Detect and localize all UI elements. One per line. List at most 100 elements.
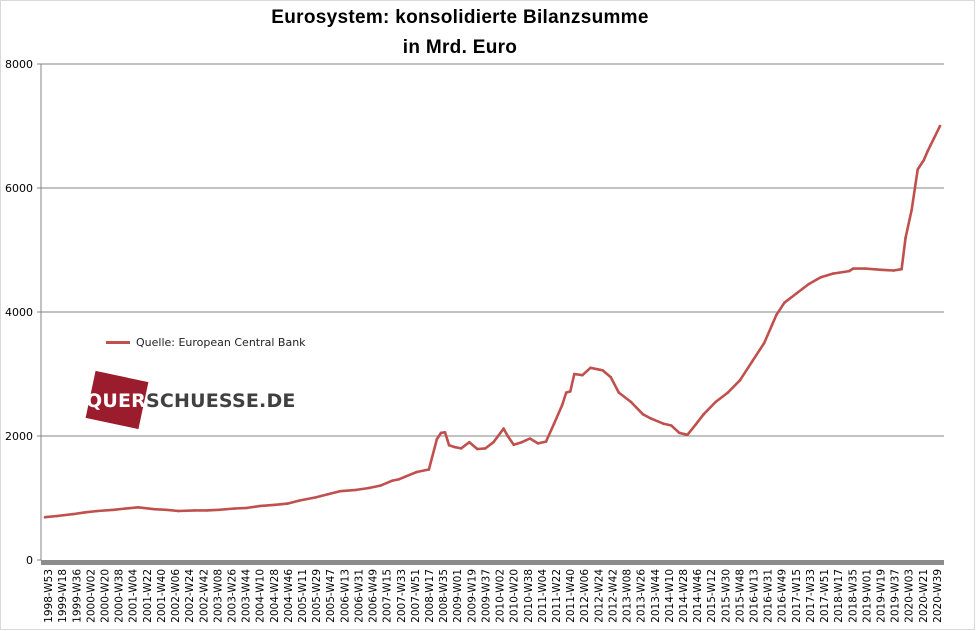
x-axis xyxy=(40,64,944,565)
data-point-27 xyxy=(397,478,400,481)
x-tick-label-18: 2005-W11 xyxy=(297,569,309,623)
x-tick-label-14: 2003-W44 xyxy=(241,569,253,623)
data-point-43 xyxy=(512,443,515,447)
x-tick-label-48: 2015-W30 xyxy=(720,569,732,623)
x-tick-label-32: 2010-W02 xyxy=(495,569,507,623)
x-tick-label-52: 2016-W49 xyxy=(777,569,789,623)
data-point-29 xyxy=(415,470,419,474)
x-tick-label-50: 2016-W13 xyxy=(749,569,761,623)
x-tick-label-54: 2017-W33 xyxy=(805,569,817,623)
x-tick-label-22: 2006-W31 xyxy=(353,569,365,623)
x-tick-label-8: 2001-W40 xyxy=(156,569,168,623)
data-point-7 xyxy=(136,506,140,509)
data-point-47 xyxy=(544,440,548,443)
x-tick-label-49: 2015-W48 xyxy=(734,569,746,623)
data-point-64 xyxy=(686,433,689,437)
y-tick-label-1: 2000 xyxy=(5,430,33,443)
x-tick-label-24: 2007-W15 xyxy=(382,569,394,623)
data-point-24 xyxy=(367,486,370,490)
data-point-52 xyxy=(573,372,576,376)
data-point-5 xyxy=(112,508,115,512)
data-point-37 xyxy=(468,440,471,444)
data-point-20 xyxy=(314,496,318,499)
data-point-61 xyxy=(661,422,665,425)
data-point-85 xyxy=(904,236,907,239)
x-tick-label-45: 2014-W28 xyxy=(678,569,690,623)
x-tick-label-57: 2018-W35 xyxy=(847,569,859,623)
y-tick-label-4: 8000 xyxy=(5,58,33,71)
data-point-6 xyxy=(124,507,128,510)
data-point-44 xyxy=(520,440,524,444)
data-point-25 xyxy=(379,484,382,487)
x-tick-label-61: 2020-W03 xyxy=(904,569,916,623)
x-tick-label-59: 2019-W19 xyxy=(876,569,888,623)
data-point-63 xyxy=(678,431,681,435)
data-point-11 xyxy=(193,509,196,512)
x-tick-label-9: 2002-W06 xyxy=(170,569,182,623)
data-point-69 xyxy=(738,378,742,382)
data-point-4 xyxy=(96,509,99,513)
x-axis-ticks: 1998-W53 1999-W18 1999-W36 2000-W02 2000-W20… xyxy=(43,569,944,623)
x-tick-label-12: 2003-W08 xyxy=(212,569,224,623)
data-point-36 xyxy=(459,447,463,450)
data-point-57 xyxy=(617,391,621,394)
data-point-19 xyxy=(298,499,301,502)
data-point-2 xyxy=(72,512,75,516)
data-point-88 xyxy=(922,158,926,162)
data-point-22 xyxy=(338,489,342,493)
x-tick-label-1: 1999-W18 xyxy=(57,569,69,623)
x-tick-label-16: 2004-W28 xyxy=(269,569,281,623)
data-point-13 xyxy=(217,508,221,512)
x-tick-label-47: 2015-W12 xyxy=(706,569,718,623)
y-tick-label-0: 0 xyxy=(26,554,33,567)
y-tick-label-2: 4000 xyxy=(5,306,33,319)
data-point-81 xyxy=(863,267,867,270)
data-point-8 xyxy=(152,507,156,511)
x-tick-label-43: 2013-W44 xyxy=(650,569,662,623)
data-point-31 xyxy=(435,437,439,441)
x-tick-label-53: 2017-W15 xyxy=(791,569,803,623)
data-point-50 xyxy=(564,391,568,394)
data-point-0 xyxy=(43,515,47,519)
x-tick-label-13: 2003-W26 xyxy=(226,569,238,623)
x-tick-label-36: 2011-W22 xyxy=(551,569,563,623)
data-point-78 xyxy=(831,272,835,275)
x-tick-label-33: 2010-W20 xyxy=(509,569,521,623)
data-point-3 xyxy=(84,511,87,514)
data-point-70 xyxy=(750,360,754,363)
x-tick-label-42: 2013-W26 xyxy=(636,569,648,623)
logo-text-a: QUER xyxy=(86,390,146,412)
legend-label: Quelle: European Central Bank xyxy=(136,336,306,349)
data-point-17 xyxy=(274,503,277,507)
data-point-45 xyxy=(528,437,532,440)
x-tick-label-55: 2017-W51 xyxy=(819,569,831,623)
x-tick-label-37: 2011-W40 xyxy=(565,569,577,623)
x-tick-label-44: 2014-W10 xyxy=(664,569,676,623)
x-tick-label-56: 2018-W17 xyxy=(833,569,845,623)
x-tick-label-5: 2000-W38 xyxy=(114,569,126,623)
x-tick-label-11: 2002-W42 xyxy=(198,569,210,623)
x-tick-label-15: 2004-W10 xyxy=(255,569,267,623)
series-line-bilanzsumme xyxy=(44,125,942,519)
logo-text: QUERSCHUESSE.DE xyxy=(86,390,296,412)
data-point-56 xyxy=(609,375,612,379)
data-point-80 xyxy=(851,267,855,270)
data-point-42 xyxy=(506,434,510,438)
data-point-83 xyxy=(892,269,895,272)
data-point-41 xyxy=(502,427,505,430)
data-point-39 xyxy=(484,447,487,450)
x-tick-label-58: 2019-W01 xyxy=(861,569,873,623)
data-point-48 xyxy=(552,422,556,425)
data-point-16 xyxy=(257,504,261,508)
x-tick-label-34: 2010-W38 xyxy=(523,569,535,623)
data-point-86 xyxy=(910,208,913,211)
x-tick-label-38: 2012-W06 xyxy=(579,569,591,623)
x-tick-label-39: 2012-W24 xyxy=(593,569,605,623)
data-point-9 xyxy=(164,508,168,512)
grid-lines xyxy=(41,63,944,437)
data-point-60 xyxy=(649,417,653,420)
data-point-87 xyxy=(916,168,919,171)
data-point-49 xyxy=(560,403,564,407)
x-tick-label-20: 2005-W47 xyxy=(325,569,337,623)
